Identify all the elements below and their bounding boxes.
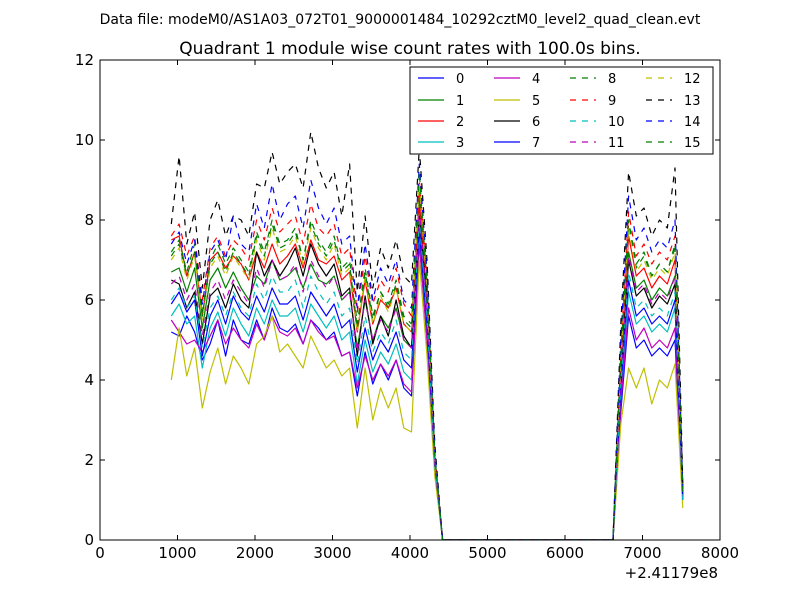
legend-label-13: 13 xyxy=(684,94,701,109)
figure-suptitle: Data file: modeM0/AS1A03_072T01_90000014… xyxy=(100,12,701,28)
y-tick-label: 4 xyxy=(84,371,94,389)
series-line-11 xyxy=(170,207,684,540)
series-line-15 xyxy=(170,171,684,540)
y-tick-label: 6 xyxy=(84,291,94,309)
legend-label-4: 4 xyxy=(532,72,540,87)
legend-label-8: 8 xyxy=(608,72,616,87)
legend-label-12: 12 xyxy=(684,72,701,87)
series-line-5 xyxy=(170,259,684,540)
legend-label-5: 5 xyxy=(532,94,540,109)
chart-title: Quadrant 1 module wise count rates with … xyxy=(179,39,640,59)
x-offset-label: +2.41179e8 xyxy=(625,564,718,582)
legend-label-0: 0 xyxy=(456,72,464,87)
legend-label-6: 6 xyxy=(532,115,540,130)
series-layer xyxy=(170,131,684,540)
legend-label-11: 11 xyxy=(608,136,625,151)
x-tick-label: 7000 xyxy=(623,544,661,562)
series-line-12 xyxy=(170,183,684,540)
x-tick-label: 8000 xyxy=(701,544,739,562)
y-tick-label: 8 xyxy=(84,211,94,229)
x-tick-label: 2000 xyxy=(236,544,274,562)
x-axis: 0 1000 2000 3000 4000 5000 6000 7000 8000 xyxy=(95,60,739,562)
x-tick-label: 4000 xyxy=(391,544,429,562)
y-tick-label: 0 xyxy=(84,531,94,549)
series-line-9 xyxy=(170,179,684,540)
legend-label-10: 10 xyxy=(608,115,625,130)
x-tick-label: 5000 xyxy=(468,544,506,562)
x-tick-label: 3000 xyxy=(313,544,351,562)
legend-label-1: 1 xyxy=(456,94,464,109)
legend-label-7: 7 xyxy=(532,136,540,151)
legend-label-3: 3 xyxy=(456,136,464,151)
legend-box xyxy=(409,66,714,155)
series-line-14 xyxy=(170,163,684,540)
series-line-4 xyxy=(170,243,684,540)
legend-label-14: 14 xyxy=(684,115,701,130)
legend-label-9: 9 xyxy=(608,94,616,109)
legend-label-2: 2 xyxy=(456,115,464,130)
y-tick-label: 10 xyxy=(75,131,94,149)
x-tick-label: 6000 xyxy=(546,544,584,562)
legend-label-15: 15 xyxy=(684,136,701,151)
series-line-13 xyxy=(170,131,684,540)
x-tick-label: 1000 xyxy=(158,544,196,562)
x-tick-label: 0 xyxy=(95,544,105,562)
y-tick-label: 12 xyxy=(75,51,94,69)
series-line-6 xyxy=(171,215,684,540)
y-tick-label: 2 xyxy=(84,451,94,469)
